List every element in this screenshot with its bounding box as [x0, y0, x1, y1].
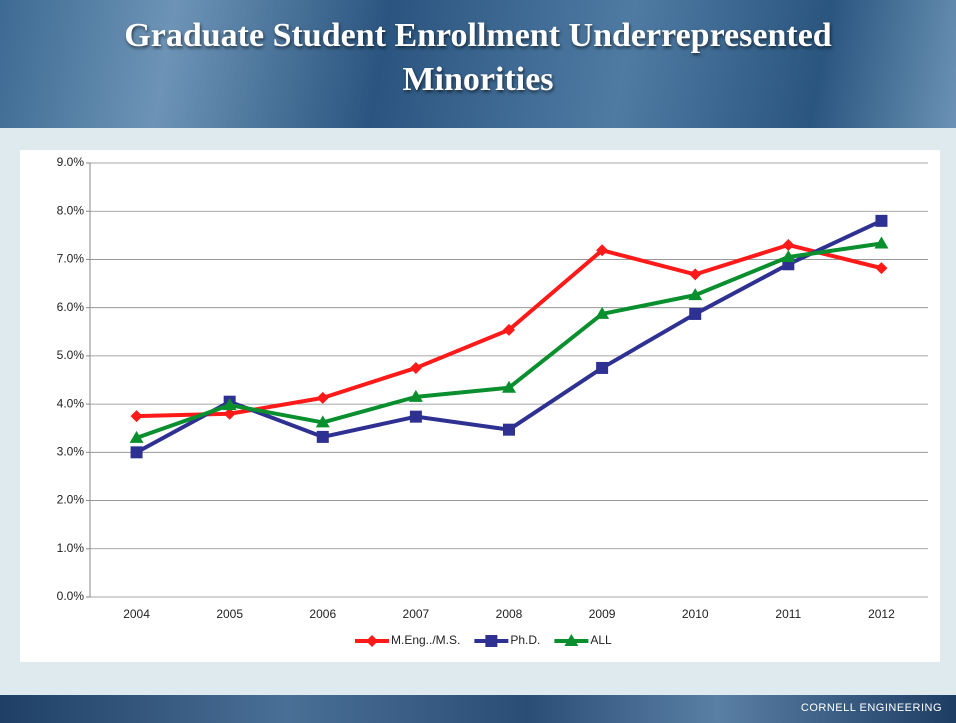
y-tick-label: 0.0%: [57, 589, 85, 603]
marker: [366, 635, 378, 647]
marker: [503, 423, 515, 436]
marker: [502, 380, 516, 393]
marker: [409, 361, 422, 374]
footer: CORNELL ENGINEERING: [0, 695, 956, 723]
marker: [689, 268, 702, 281]
marker: [130, 446, 143, 459]
y-tick-label: 5.0%: [57, 348, 85, 362]
marker: [689, 307, 702, 320]
marker: [782, 238, 795, 251]
legend-label: ALL: [590, 633, 612, 647]
y-tick-label: 4.0%: [57, 396, 85, 410]
marker: [485, 635, 498, 647]
marker: [596, 244, 609, 257]
x-tick-label: 2005: [216, 607, 243, 621]
marker: [688, 288, 703, 301]
marker: [222, 398, 237, 411]
header: Graduate Student Enrollment Underreprese…: [0, 0, 956, 128]
marker: [129, 430, 144, 443]
y-tick-label: 8.0%: [57, 203, 85, 217]
marker: [875, 214, 888, 227]
marker: [315, 415, 330, 428]
marker: [130, 410, 143, 423]
chart: 0.0% 1.0% 2.0% 3.0% 4.0% 5.0% 6.0% 7.0% 8.0% 9.0%…: [20, 150, 940, 662]
x-tick-label: 2004: [123, 607, 150, 621]
marker: [596, 361, 609, 374]
marker: [223, 407, 236, 420]
y-tick-label: 1.0%: [57, 541, 85, 555]
chart-panel: [20, 150, 940, 662]
y-tick-label: 9.0%: [57, 155, 85, 169]
x-tick-label: 2007: [403, 607, 430, 621]
marker: [316, 391, 329, 404]
y-tick-label: 3.0%: [57, 445, 85, 459]
x-tick-label: 2010: [682, 607, 709, 621]
legend-label: Ph.D.: [510, 633, 540, 647]
marker: [875, 262, 888, 275]
marker: [781, 250, 796, 263]
footer-brand: CORNELL ENGINEERING: [800, 702, 942, 714]
marker: [408, 389, 423, 402]
x-tick-label: 2012: [868, 607, 895, 621]
y-tick-label: 7.0%: [57, 252, 85, 266]
marker: [503, 323, 515, 336]
x-tick-label: 2008: [496, 607, 523, 621]
marker: [316, 430, 329, 443]
slide-title: Graduate Student Enrollment Underreprese…: [124, 17, 832, 98]
marker: [564, 634, 579, 646]
legend-label: M.Eng../M.S.: [391, 633, 460, 647]
marker: [409, 410, 422, 423]
x-tick-label: 2006: [309, 607, 336, 621]
y-tick-label: 2.0%: [57, 493, 85, 507]
marker: [595, 306, 610, 319]
marker: [874, 236, 889, 249]
y-tick-label: 6.0%: [57, 300, 85, 314]
x-tick-label: 2011: [775, 607, 801, 621]
x-tick-label: 2009: [589, 607, 616, 621]
